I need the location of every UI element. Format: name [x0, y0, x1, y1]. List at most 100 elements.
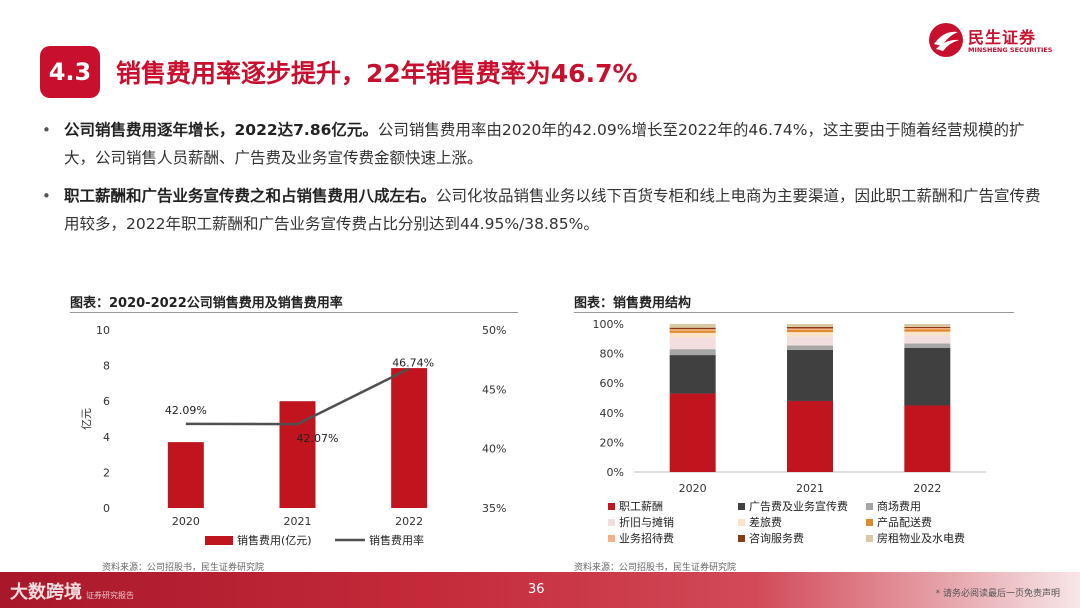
stacked-bar-segment — [787, 400, 833, 472]
stacked-bar-segment — [669, 324, 716, 328]
legend-label: 商场费用 — [877, 499, 921, 513]
stacked-bar-segment — [669, 337, 716, 350]
y2-tick-label: 40% — [482, 443, 506, 456]
legend-swatch — [738, 519, 745, 526]
bullet-dot-icon: • — [42, 121, 51, 139]
y-tick-label: 4 — [103, 431, 110, 444]
legend-label: 业务招待费 — [619, 531, 674, 545]
bullet-text: 公司化妆品销售业务以线下百货专柜和线上电商为主要渠道，因此职工薪酬和广告宣传费用… — [64, 187, 1041, 233]
source-note-left: 资料来源：公司招股书，民生证券研究院 — [102, 563, 265, 573]
watermark-small-text: 证券研究报告 — [86, 591, 134, 600]
stacked-bar-segment — [669, 329, 716, 331]
y2-tick-label: 45% — [482, 383, 506, 396]
stacked-bar-segment — [904, 331, 951, 336]
x-tick-label: 2020 — [679, 482, 707, 495]
source-note-right: 资料来源：公司招股书，民生证券研究院 — [574, 563, 737, 573]
bar — [391, 368, 428, 508]
stacked-bar-segment — [904, 335, 951, 344]
legend-swatch — [738, 535, 745, 542]
y-tick-label: 8 — [103, 360, 110, 373]
line-series — [185, 367, 410, 426]
y2-tick-label: 50% — [482, 324, 506, 337]
stacked-bar-segment — [787, 329, 833, 333]
page-number: 36 — [528, 582, 545, 597]
brand-logo: 民生证券 MINSHENG SECURITIES — [928, 20, 1058, 60]
footer-bar: 大数跨境 证券研究报告 36 * 请务必阅读最后一页免责声明 — [0, 572, 1080, 608]
legend-label: 差旅费 — [749, 515, 782, 529]
line-data-label: 42.07% — [297, 432, 339, 445]
stacked-bar-segment — [787, 326, 833, 329]
legend-swatch — [738, 503, 745, 510]
y-tick-label: 80% — [600, 348, 624, 361]
stacked-bar-segment — [787, 349, 833, 401]
x-tick-label: 2020 — [172, 515, 200, 528]
bullet-bold-text: 公司销售费用逐年增长，2022达7.86亿元。 — [64, 121, 378, 139]
legend-swatch — [608, 535, 615, 542]
line-data-label: 42.09% — [165, 404, 207, 417]
stacked-bar-segment — [904, 327, 951, 330]
legend-label: 产品配送费 — [877, 515, 932, 529]
legend-line-label: 销售费用率 — [369, 533, 424, 547]
chart-left-title: 图表：2020-2022公司销售费用及销售费用率 — [70, 296, 343, 311]
sales-expense-chart: 0 2 4 6 8 10 35% 40% 45% 50% 亿元 2020 2021 2022 42.09% 4… — [80, 324, 506, 547]
disclaimer: * 请务必阅读最后一页免责声明 — [935, 589, 1060, 599]
x-tick-label: 2022 — [395, 515, 423, 528]
chart-right-title-divider — [574, 312, 1014, 313]
stacked-bar-segment — [669, 349, 716, 356]
y-tick-label: 10 — [96, 324, 110, 337]
y-tick-label: 60% — [600, 377, 624, 390]
section-number-badge: 4.3 — [40, 46, 100, 98]
sales-expense-structure-chart: 0% 20% 40% 60% 80% 100% 2020 2021 2022 职工薪酬 广告费及业务… — [593, 318, 986, 545]
brand-name-cn: 民生证券 — [968, 28, 1037, 47]
stacked-bar-segment — [787, 345, 833, 350]
legend-swatch — [608, 519, 615, 526]
legend-swatch — [866, 535, 873, 542]
stacked-bar-segment — [904, 324, 951, 327]
bullet-dot-icon: • — [42, 187, 51, 205]
y-tick-label: 0 — [103, 502, 110, 515]
stacked-bar-segment — [669, 332, 716, 338]
stacked-bar-segment — [904, 405, 951, 472]
stacked-bar-segment — [787, 324, 833, 327]
legend-swatch — [608, 503, 615, 510]
y-tick-label: 0% — [607, 466, 624, 479]
chart-right-title: 图表：销售费用结构 — [574, 296, 692, 311]
stacked-bar-segment — [669, 393, 716, 472]
stacked-bar-segment — [669, 330, 716, 333]
x-tick-label: 2021 — [796, 482, 824, 495]
brand-logo-icon — [929, 23, 963, 57]
bullet-list: • 公司销售费用逐年增长，2022达7.86亿元。公司销售费用率由2020年的4… — [42, 116, 1042, 248]
x-tick-label: 2021 — [284, 515, 312, 528]
legend-bar-swatch — [205, 536, 233, 545]
y2-tick-label: 35% — [482, 502, 506, 515]
stacked-bar-segment — [669, 327, 716, 330]
x-tick-label: 2022 — [913, 482, 941, 495]
stacked-bar-segment — [904, 326, 951, 328]
legend-label: 折旧与摊销 — [619, 515, 674, 529]
legend-label: 咨询服务费 — [749, 531, 804, 545]
footer-watermark: 大数跨境 证券研究报告 — [10, 578, 134, 604]
page-title: 销售费用率逐步提升，22年销售费率为46.7% — [116, 59, 638, 88]
bullet-item: • 公司销售费用逐年增长，2022达7.86亿元。公司销售费用率由2020年的4… — [42, 116, 1042, 172]
bullet-bold-text: 职工薪酬和广告业务宣传费之和占销售费用八成左右。 — [64, 187, 437, 205]
brand-name-en: MINSHENG SECURITIES — [968, 46, 1053, 54]
stacked-bar-segment — [787, 332, 833, 337]
legend-label: 职工薪酬 — [619, 500, 663, 513]
y-tick-label: 100% — [593, 318, 624, 331]
chart-left-title-divider — [70, 312, 518, 313]
legend-swatch — [866, 503, 873, 510]
y-axis-label: 亿元 — [80, 408, 93, 430]
stacked-bar-segment — [669, 355, 716, 394]
y-tick-label: 40% — [600, 407, 624, 420]
stacked-bar-segment — [904, 347, 951, 406]
legend-label: 房租物业及水电费 — [877, 531, 965, 545]
stacked-bar-segment — [787, 336, 833, 346]
line-data-label: 46.74% — [392, 357, 434, 370]
stacked-bar-segment — [904, 329, 951, 332]
stacked-bar-segment — [904, 343, 951, 348]
legend-swatch — [866, 519, 873, 526]
y-tick-label: 20% — [600, 436, 624, 449]
legend-label: 广告费及业务宣传费 — [749, 499, 848, 513]
watermark-text: 大数跨境 — [10, 582, 82, 603]
y-tick-label: 2 — [103, 466, 110, 479]
